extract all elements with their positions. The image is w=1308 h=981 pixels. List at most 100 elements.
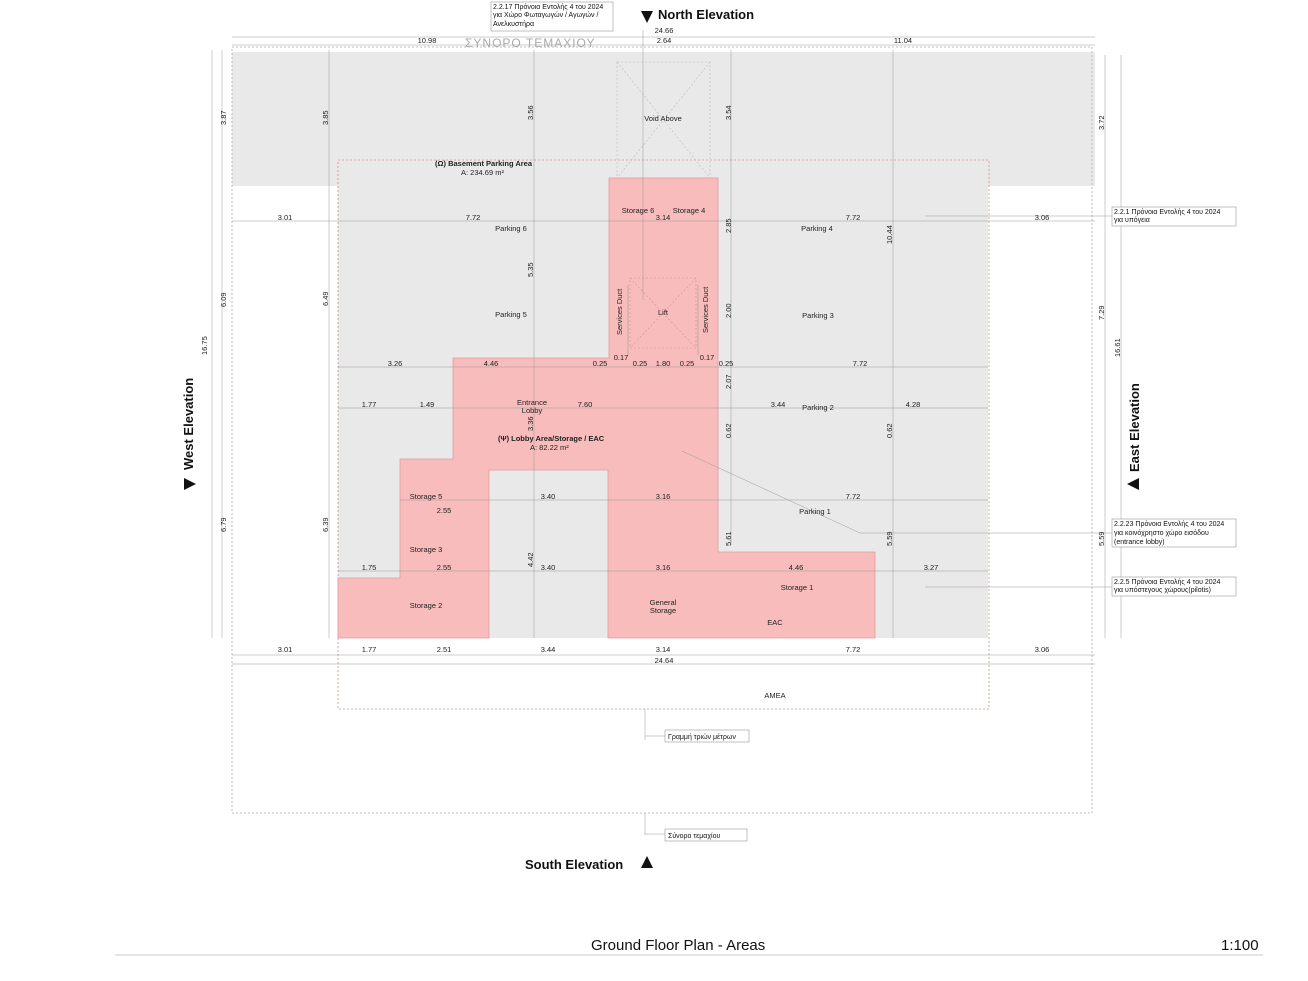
dim-top-a: 10.98 — [418, 36, 437, 45]
room-storage-3: Storage 3 — [410, 545, 443, 554]
dim-r4c: 3.16 — [656, 492, 671, 501]
dim-r1a: 3.01 — [278, 213, 293, 222]
dim-top-c: 11.04 — [894, 36, 912, 45]
dim-r4d: 7.72 — [846, 492, 861, 501]
dim-r1c: 3.14 — [656, 213, 671, 222]
dim-v-m4: 4.42 — [526, 552, 535, 567]
plan-scale: 1:100 — [1221, 937, 1259, 954]
dim-r2f: 1.80 — [656, 359, 671, 368]
note-2223-line2: για κοινόχρηστο χώρο εισόδου — [1114, 529, 1209, 537]
note-225-line1: 2.2.5 Πρόνοια Εντολής 4 του 2024 — [1114, 578, 1221, 586]
note-2217-line2: για Χώρο Φωταγωγών / Αγωγών / — [493, 11, 598, 19]
dim-r3b: 1.49 — [420, 400, 435, 409]
dim-v-r-total: 16.61 — [1113, 338, 1122, 357]
dim-v-left-b: 6.09 — [219, 292, 228, 307]
dim-v-m1: 3.56 — [526, 105, 535, 120]
dim-r5f: 3.27 — [924, 563, 939, 572]
dim-r5b: 2.55 — [437, 563, 452, 572]
dim-r1e: 3.06 — [1035, 213, 1050, 222]
dim-v-l2-a: 3.85 — [321, 110, 330, 125]
dim-v-c1: 3.54 — [724, 105, 733, 120]
east-elevation-label: East Elevation — [1127, 383, 1142, 472]
dim-v-l2-c: 6.39 — [321, 517, 330, 532]
room-storage-4: Storage 4 — [673, 206, 706, 215]
dim-r2j: 7.72 — [853, 359, 868, 368]
dim-v-r-b: 7.29 — [1097, 305, 1106, 320]
dimension-lines — [211, 30, 1122, 835]
dim-r3c: 7.60 — [578, 400, 593, 409]
room-amea: ΑΜΕΑ — [764, 691, 785, 700]
dim-r2h: 0.17 — [700, 353, 715, 362]
dim-v-d2: 0.62 — [885, 423, 894, 438]
dim-r5d: 3.16 — [656, 563, 671, 572]
dim-r1b: 7.72 — [466, 213, 481, 222]
dim-r3d: 3.44 — [771, 400, 786, 409]
dim-v-left-c: 6.79 — [219, 517, 228, 532]
south-arrow-icon — [641, 856, 653, 868]
room-parking-1: Parking 1 — [799, 507, 831, 516]
dim-r2i: 0.25 — [719, 359, 734, 368]
note-221-line2: για υπόγεια — [1114, 216, 1150, 224]
dim-v-r-a: 3.72 — [1097, 115, 1106, 130]
dim-b4: 3.44 — [541, 645, 556, 654]
dim-v-c4: 2.07 — [724, 374, 733, 389]
dim-b2: 1.77 — [362, 645, 377, 654]
dim-b6: 7.72 — [846, 645, 861, 654]
dim-r4a: 2.55 — [437, 506, 452, 515]
lift-shaft — [629, 277, 697, 349]
note-three-meter-line: Γραμμή τριών μέτρων — [668, 733, 736, 741]
dim-r2d: 0.17 — [614, 353, 629, 362]
room-eac: EAC — [767, 618, 783, 627]
dim-r2e: 0.25 — [633, 359, 648, 368]
dim-r2b: 4.46 — [484, 359, 499, 368]
void-above — [616, 61, 711, 179]
dim-v-r-c: 5.59 — [1097, 531, 1106, 546]
room-services-duct-right: Services Duct — [701, 286, 710, 333]
plan-title: Ground Floor Plan - Areas — [591, 937, 765, 954]
dim-r5c: 3.40 — [541, 563, 556, 572]
room-storage-1: Storage 1 — [781, 583, 814, 592]
note-boxes — [490, 1, 1237, 842]
room-storage-2: Storage 2 — [410, 601, 443, 610]
room-entrance-lobby-1: Entrance — [517, 398, 547, 407]
plot-boundary — [231, 46, 1093, 814]
dim-v-l2-b: 6.49 — [321, 291, 330, 306]
room-parking-3: Parking 3 — [802, 311, 834, 320]
room-storage-5: Storage 5 — [410, 492, 443, 501]
boundary-label: ΣΥΝΟΡΟ ΤΕΜΑΧΙΟΥ — [465, 36, 596, 50]
dim-top-b: 2.64 — [657, 36, 672, 45]
dim-b-total: 24.64 — [655, 656, 674, 665]
dim-v-c5: 0.62 — [724, 423, 733, 438]
lobby-area-value: A: 82.22 m² — [530, 443, 569, 452]
dim-r2g: 0.25 — [680, 359, 695, 368]
dim-v-c6: 5.61 — [724, 531, 733, 546]
room-parking-2: Parking 2 — [802, 403, 834, 412]
dim-v-c3: 2.00 — [724, 303, 733, 318]
dim-v-m2: 5.35 — [526, 262, 535, 277]
room-general-storage-2: Storage — [650, 606, 676, 615]
room-void-above: Void Above — [644, 114, 682, 123]
dim-r4b: 3.40 — [541, 492, 556, 501]
west-elevation-label: West Elevation — [181, 378, 196, 470]
dim-top-total: 24.66 — [655, 26, 674, 35]
dim-v-left-a: 3.87 — [219, 110, 228, 125]
east-arrow-icon — [1127, 478, 1139, 490]
dim-v-left-total: 16.75 — [200, 336, 209, 355]
note-2223-line3: (entrance lobby) — [1114, 539, 1165, 546]
room-parking-6: Parking 6 — [495, 224, 527, 233]
room-parking-4: Parking 4 — [801, 224, 833, 233]
dim-r3e: 4.28 — [906, 400, 921, 409]
note-221-line1: 2.2.1 Πρόνοια Εντολής 4 του 2024 — [1114, 208, 1221, 216]
note-2217-line1: 2.2.17 Πρόνοια Εντολής 4 του 2024 — [493, 3, 603, 11]
note-2223-line1: 2.2.23 Πρόνοια Εντολής 4 του 2024 — [1114, 520, 1224, 528]
note-plot-boundary: Σύνορο τεμαχίου — [668, 832, 720, 840]
dim-b1: 3.01 — [278, 645, 293, 654]
room-general-storage-1: General — [650, 598, 677, 607]
dim-b5: 3.14 — [656, 645, 671, 654]
room-parking-5: Parking 5 — [495, 310, 527, 319]
basement-area-value: A: 234.69 m² — [461, 168, 504, 177]
dim-b7: 3.06 — [1035, 645, 1050, 654]
dim-v-d1: 10.44 — [885, 225, 894, 244]
dim-r3a: 1.77 — [362, 400, 377, 409]
